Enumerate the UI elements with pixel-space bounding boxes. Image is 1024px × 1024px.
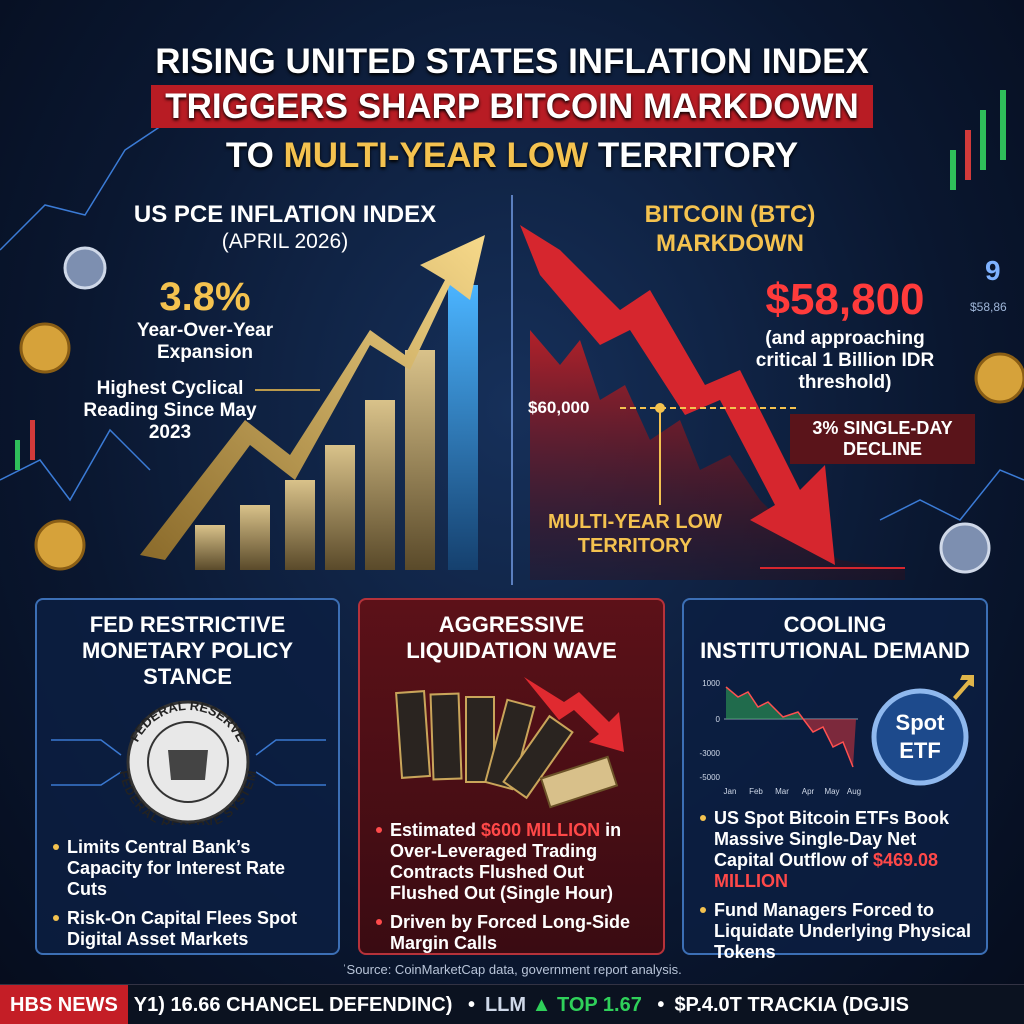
ticker-brand: HBS NEWS [0, 985, 128, 1024]
btc-price-note: (and approaching critical 1 Billion IDR … [755, 328, 935, 393]
mini-y-labels: 1000 0 -3000 -5000 [700, 679, 721, 782]
mini-y-label: -5000 [700, 773, 721, 782]
ticker-item: Y1) 16.66 CHANCEL DEFENDINC) [133, 994, 453, 1016]
dominoes [395, 677, 624, 809]
bullet: Fund Managers Forced to Liquidate Underl… [700, 900, 972, 962]
ticker-item: $P.4.0T TRACKIA (DGJIS [674, 994, 909, 1016]
btc-level: $60,000 [528, 398, 590, 417]
badge-line: ETF [899, 738, 941, 763]
btc-price: $58,800 [765, 275, 925, 324]
pce-title: US PCE INFLATION INDEX [133, 201, 437, 228]
pce-value: 3.8% [159, 275, 251, 319]
card-institutional: COOLING INSTITUTIONAL DEMAND 1000 0 -300… [682, 598, 988, 962]
btc-area [530, 330, 905, 580]
bullet-highlight: $600 MILLION [481, 820, 601, 840]
mini-x-label: Feb [749, 787, 763, 796]
title-line3-highlight: MULTI-YEAR LOW [283, 136, 589, 175]
bullet: Risk-On Capital Flees Spot Digital Asset… [53, 908, 324, 950]
falling-arrow [520, 225, 835, 565]
rising-arrow [140, 235, 485, 560]
bullet-highlight: $469.08 MILLION [714, 850, 939, 891]
etf-graphic: 1000 0 -3000 -5000 Jan Feb Mar Apr May A… [700, 675, 974, 796]
title-line3: TO MULTI-YEAR LOW TERRITORY [0, 136, 1024, 176]
source: ˈSource: CoinMarketCap data, government … [342, 962, 682, 977]
level-dot [655, 403, 665, 413]
pce-caption: Year-Over-Year Expansion [136, 320, 274, 363]
inflation-bars [195, 285, 478, 570]
bullet-list: US Spot Bitcoin ETFs Book Massive Single… [698, 808, 972, 963]
badge-line: Spot [896, 710, 946, 735]
title-line3-start: TO [225, 136, 274, 175]
bullet-text: US Spot Bitcoin ETFs Book Massive Single… [714, 808, 950, 870]
card-title: COOLING INSTITUTIONAL DEMAND [700, 612, 970, 663]
mini-y-label: 0 [716, 715, 721, 724]
mini-x-label: May [824, 787, 839, 796]
mini-x-labels: Jan Feb Mar Apr May Aug [724, 787, 862, 796]
bullet: Limits Central Bank’s Capacity for Inter… [53, 837, 324, 900]
card-title: FED RESTRICTIVE MONETARY POLICY STANCE [81, 612, 294, 689]
ticker: HBS NEWS Y1) 16.66 CHANCEL DEFENDINC) • LL… [0, 984, 1024, 1024]
side-number: 9 [985, 255, 1001, 286]
bullet-list: Limits Central Bank’s Capacity for Inter… [51, 837, 324, 950]
mini-x-label: Jan [724, 787, 737, 796]
mini-y-label: -3000 [700, 749, 721, 758]
card-title: AGGRESSIVE LIQUIDATION WAVE [406, 612, 617, 663]
title-line3-end: TERRITORY [597, 136, 799, 175]
pce-subtitle: (APRIL 2026) [221, 230, 349, 253]
fed-seal: FEDERAL RESERVE FEDERAL RESERVE SYSTEM [51, 700, 326, 825]
bullet-text: in Over-Leveraged Trading Contracts Flus… [390, 820, 622, 903]
bullet: US Spot Bitcoin ETFs Book Massive Single… [700, 808, 972, 892]
btc-title: BITCOIN (BTC) MARKDOWN [644, 201, 816, 257]
title-line2-wrap: TRIGGERS SHARP BITCOIN MARKDOWN [0, 85, 1024, 128]
mini-x-label: Apr [802, 787, 815, 796]
mini-x-label: Aug [847, 787, 861, 796]
title-line1: RISING UNITED STATES INFLATION INDEX [155, 42, 869, 81]
bullet: Estimated $600 MILLION in Over-Leveraged… [376, 820, 649, 904]
title-line2: TRIGGERS SHARP BITCOIN MARKDOWN [151, 85, 873, 128]
bullet: Driven by Forced Long-Side Margin Calls [376, 912, 649, 954]
btc-decline: 3% SINGLE-DAY DECLINE [790, 414, 975, 464]
side-number: $58,86 [970, 300, 1007, 314]
ticker-item: LLM [484, 994, 527, 1016]
coins [19, 246, 1024, 574]
btc-low: MULTI-YEAR LOW TERRITORY [547, 511, 723, 557]
pce-note: Highest Cyclical Reading Since May 2023 [83, 378, 257, 443]
side-candles [15, 90, 1006, 470]
card-fed: FED RESTRICTIVE MONETARY POLICY STANCE F… [35, 598, 340, 955]
side-decoration [0, 119, 1024, 521]
mini-y-label: 1000 [702, 679, 720, 688]
card-liquidation: AGGRESSIVE LIQUIDATION WAVE Estimated $6… [358, 598, 665, 955]
ticker-item: ▲ TOP 1.67 [531, 994, 642, 1016]
mini-x-label: Mar [775, 787, 789, 796]
bullet-list: Estimated $600 MILLION in Over-Leveraged… [374, 820, 649, 954]
bullet-text: Estimated [390, 820, 477, 840]
